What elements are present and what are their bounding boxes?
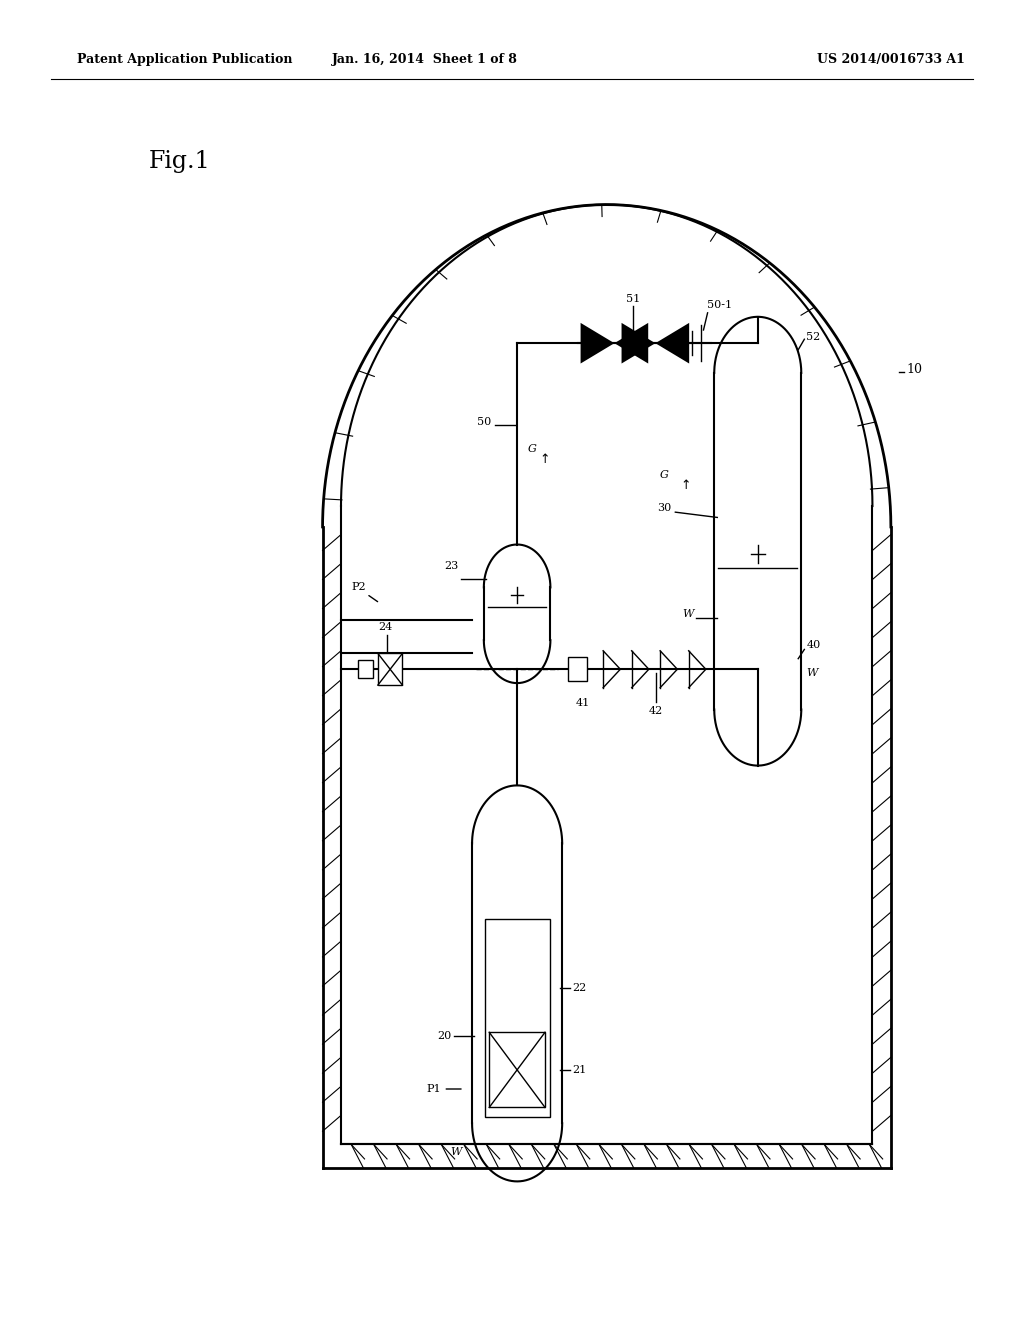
Text: 50: 50 <box>477 417 492 428</box>
Text: 20: 20 <box>437 1031 452 1041</box>
Text: US 2014/0016733 A1: US 2014/0016733 A1 <box>817 53 965 66</box>
Text: 42: 42 <box>649 706 664 717</box>
Text: 52: 52 <box>807 331 820 342</box>
Text: 40: 40 <box>807 640 820 651</box>
Text: Fig.1: Fig.1 <box>148 149 210 173</box>
Polygon shape <box>616 325 647 362</box>
Bar <box>489 1032 545 1107</box>
Text: G: G <box>659 470 668 480</box>
Bar <box>484 919 550 1117</box>
Text: ↑: ↑ <box>680 479 691 492</box>
Text: ↑: ↑ <box>540 453 550 466</box>
Text: 21: 21 <box>572 1065 587 1074</box>
Text: W: W <box>807 668 818 678</box>
Text: P1: P1 <box>426 1084 440 1094</box>
Text: 22: 22 <box>572 983 587 993</box>
Polygon shape <box>582 325 612 362</box>
Text: P2: P2 <box>351 582 366 593</box>
Polygon shape <box>623 325 653 362</box>
Text: 30: 30 <box>657 503 672 513</box>
Text: 23: 23 <box>444 561 459 572</box>
Text: 41: 41 <box>575 698 590 709</box>
Bar <box>358 660 373 678</box>
Text: 51: 51 <box>626 293 640 304</box>
Text: G: G <box>527 444 537 454</box>
Text: Patent Application Publication: Patent Application Publication <box>77 53 292 66</box>
Text: W: W <box>682 609 694 619</box>
Polygon shape <box>657 325 688 362</box>
Text: W: W <box>451 1147 462 1158</box>
Text: 50-1: 50-1 <box>707 300 732 310</box>
Text: 24: 24 <box>378 622 392 632</box>
Text: 10: 10 <box>906 363 923 376</box>
Bar <box>378 653 402 685</box>
Bar <box>568 657 587 681</box>
Text: Jan. 16, 2014  Sheet 1 of 8: Jan. 16, 2014 Sheet 1 of 8 <box>332 53 518 66</box>
